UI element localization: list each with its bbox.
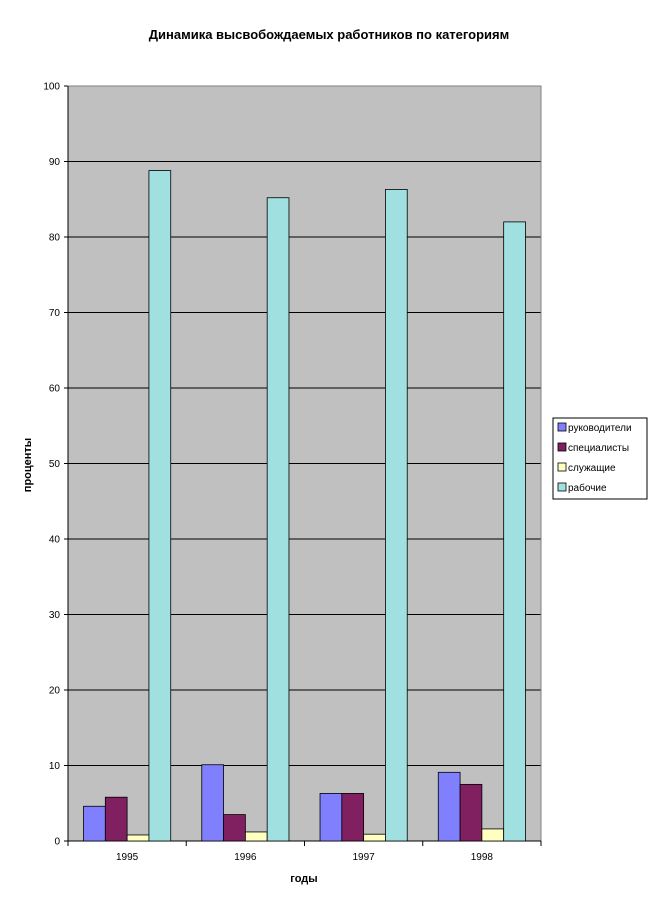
bar-1-1996 [201, 764, 224, 842]
bar-4-1996 [266, 197, 290, 842]
y-tick-label: 20 [49, 686, 61, 697]
bar-4-1995 [148, 170, 172, 842]
bar-3-1996 [244, 831, 268, 842]
bar-3-1995 [126, 834, 150, 842]
y-tick-label: 80 [49, 233, 61, 244]
legend-label: руководители [568, 423, 632, 434]
bar-2-1997 [341, 793, 365, 842]
legend-label: рабочие [568, 482, 607, 494]
legend-swatch [557, 482, 567, 492]
bar-2-1995 [104, 796, 128, 842]
bar-3-1998 [481, 828, 505, 842]
y-tick-label: 50 [49, 459, 61, 470]
y-tick-label: 60 [49, 384, 61, 395]
x-tick-label: 1996 [234, 852, 257, 863]
x-tick-label: 1998 [471, 852, 494, 863]
y-tick-label: 100 [43, 82, 60, 93]
y-tick-label: 30 [49, 610, 61, 621]
bar-1-1995 [83, 805, 106, 842]
bar-2-1998 [459, 783, 483, 842]
legend-box [552, 417, 648, 500]
legend-swatch [557, 422, 567, 432]
chart-title: Динамика высвобождаемых работников по ка… [149, 27, 509, 42]
legend-swatch [557, 462, 567, 472]
bar-4-1997 [385, 189, 408, 842]
y-tick-label: 40 [49, 535, 61, 546]
x-axis-label: годы [290, 873, 317, 885]
y-tick-label: 90 [49, 157, 61, 168]
legend-label: служащие [568, 463, 616, 474]
plot-area: 0 10 20 30 40 50 60 70 80 90 100 1995 1996 1997 1998 [43, 82, 542, 863]
bar-1-1998 [437, 771, 461, 842]
bar-3-1997 [363, 833, 386, 842]
bar-1-1997 [319, 793, 343, 842]
x-tick-label: 1995 [116, 852, 139, 863]
x-tick-label: 1997 [353, 852, 376, 863]
legend-label: специалисты [568, 443, 629, 454]
y-tick-label: 0 [54, 837, 60, 848]
y-tick-label: 70 [49, 308, 61, 319]
y-tick-label: 10 [49, 761, 61, 772]
bar-4-1998 [503, 221, 526, 842]
legend: руководители специалисты служащие рабочие [552, 417, 648, 500]
bar-2-1996 [223, 814, 246, 842]
y-axis-label: проценты [22, 438, 34, 492]
legend-swatch [557, 442, 567, 452]
